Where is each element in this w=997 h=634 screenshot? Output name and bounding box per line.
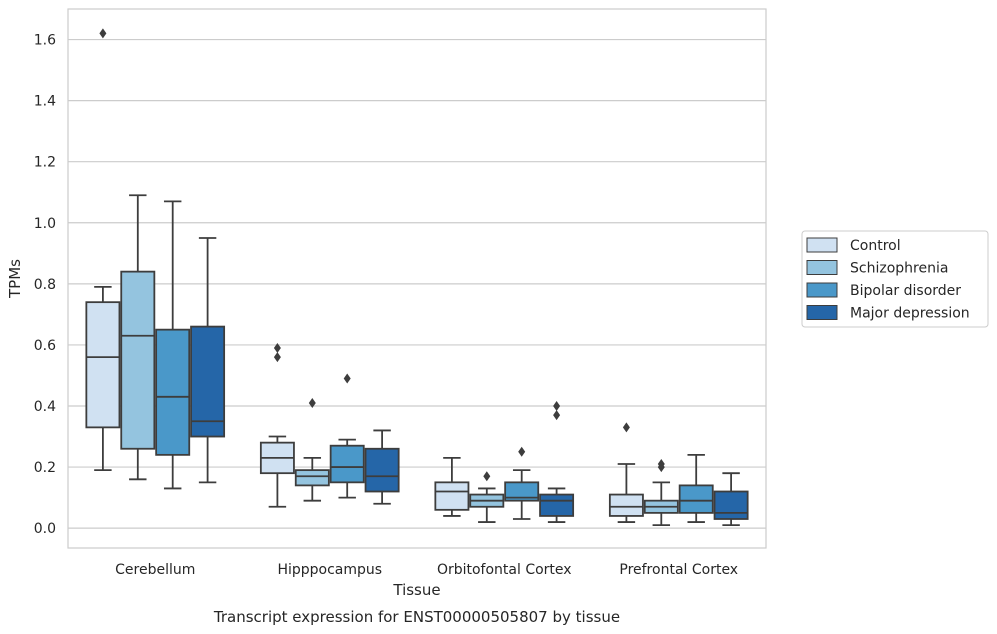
- outlier-point: [308, 397, 316, 408]
- y-tick-label: 0.8: [34, 277, 56, 293]
- outlier-point: [483, 471, 491, 482]
- legend-swatch: [806, 237, 838, 253]
- x-axis-ticks: Cerebellum Hipppocampus Orbitofontal Corte…: [115, 562, 738, 578]
- legend: Control Schizophrenia Bipolar disorder Majo…: [801, 230, 989, 328]
- y-tick-label: 0.4: [34, 399, 56, 415]
- box-iqr: [504, 481, 540, 502]
- y-tick-label: 1.6: [34, 33, 56, 49]
- legend-swatch: [806, 282, 838, 298]
- x-tick-label: Prefrontal Cortex: [619, 562, 738, 578]
- boxes: [85, 28, 749, 526]
- box-iqr: [539, 493, 575, 517]
- box-major-depression: [190, 237, 226, 484]
- box-iqr: [434, 481, 470, 511]
- box-control: [434, 457, 470, 517]
- outlier-point: [343, 373, 351, 384]
- box-iqr: [364, 447, 400, 493]
- outlier-point: [99, 28, 107, 39]
- box-iqr: [85, 301, 121, 429]
- box-schizophrenia: [469, 471, 505, 523]
- legend-swatch: [806, 305, 838, 320]
- y-tick-label: 0.2: [34, 460, 56, 476]
- y-axis-label: TPMs: [6, 259, 24, 299]
- box-iqr: [190, 325, 226, 438]
- outlier-point: [553, 400, 561, 411]
- box-major-depression: [364, 429, 400, 505]
- x-axis-label: Tissue: [392, 581, 440, 599]
- box-control: [259, 342, 295, 508]
- box-iqr: [294, 469, 330, 487]
- x-tick-label: Hipppocampus: [277, 562, 382, 578]
- legend-label: Schizophrenia: [850, 261, 948, 277]
- box-iqr: [120, 270, 156, 450]
- box-schizophrenia: [294, 397, 330, 502]
- y-tick-label: 1.4: [34, 94, 56, 110]
- y-tick-label: 0.0: [34, 521, 56, 537]
- legend-label: Control: [850, 238, 901, 254]
- box-schizophrenia: [643, 459, 679, 526]
- y-tick-label: 1.2: [34, 155, 56, 171]
- legend-frame: [801, 230, 989, 328]
- outlier-point: [553, 410, 561, 421]
- box-bipolar-disorder: [678, 453, 714, 523]
- outlier-point: [273, 342, 281, 353]
- chart-caption: Transcript expression for ENST0000050580…: [213, 608, 620, 626]
- box-bipolar-disorder: [155, 200, 191, 490]
- box-schizophrenia: [120, 194, 156, 481]
- box-iqr: [329, 444, 365, 484]
- box-iqr: [678, 484, 714, 514]
- y-tick-label: 1.0: [34, 216, 56, 232]
- box-iqr: [155, 328, 191, 456]
- box-bipolar-disorder: [504, 446, 540, 520]
- box-iqr: [608, 493, 644, 517]
- x-tick-label: Orbitofontal Cortex: [437, 562, 572, 578]
- plot-frame: [67, 8, 767, 549]
- outlier-point: [518, 446, 526, 457]
- box-major-depression: [713, 472, 749, 526]
- legend-label: Major depression: [850, 306, 970, 322]
- outlier-point: [657, 459, 665, 470]
- legend-label: Bipolar disorder: [850, 283, 961, 299]
- outlier-point: [622, 422, 630, 433]
- y-axis-ticks: 0.0 0.2 0.4 0.6 0.8 1.0 1.2 1.4 1.6: [34, 33, 56, 538]
- box-control: [85, 28, 121, 472]
- box-iqr: [713, 490, 749, 520]
- outlier-point: [273, 352, 281, 363]
- box-control: [608, 422, 644, 523]
- box-bipolar-disorder: [329, 373, 365, 499]
- y-tick-label: 0.6: [34, 338, 56, 354]
- x-tick-label: Cerebellum: [115, 562, 195, 578]
- legend-swatch: [806, 260, 838, 275]
- box-major-depression: [539, 400, 575, 523]
